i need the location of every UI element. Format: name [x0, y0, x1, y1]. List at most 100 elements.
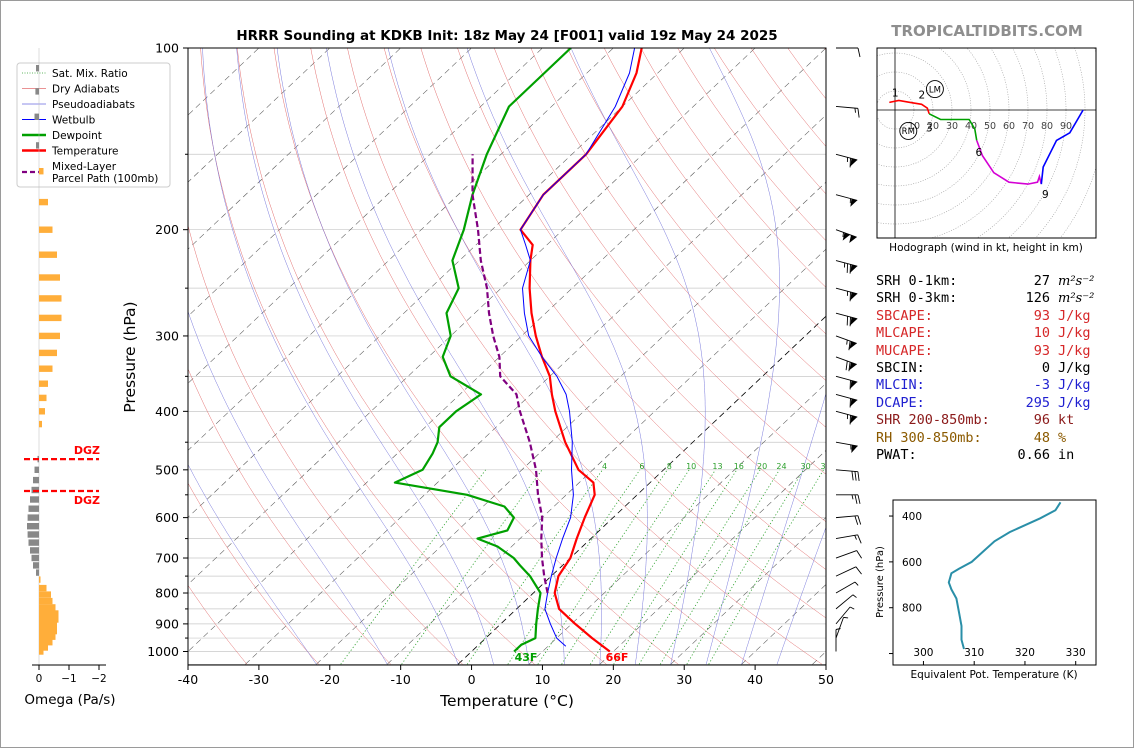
param-unit: J/kg [1058, 307, 1091, 324]
hodo-segment [928, 113, 978, 141]
barb-flag [850, 158, 858, 167]
param-row: SRH 0-3km: 126 m²s⁻² [876, 290, 1094, 307]
wind-barb [835, 441, 858, 454]
legend-label-0: Sat. Mix. Ratio [52, 68, 128, 80]
barb-staff [835, 260, 858, 267]
barb-full [857, 515, 862, 525]
y-tick-label: 100 [155, 41, 179, 56]
wind-barb [835, 594, 857, 610]
omega-bar [39, 295, 62, 302]
dry-adiabat [420, 48, 826, 570]
dry-adiabat [188, 584, 248, 665]
barb-flag [851, 444, 858, 454]
param-value: 0.66 [1017, 446, 1050, 463]
mixing-ratio-line [589, 469, 716, 665]
param-row: SBCAPE: 93 J/kg [876, 308, 1094, 325]
pseudoadiabat [705, 48, 780, 665]
dry-adiabat [310, 48, 751, 665]
x-tick-label: -20 [320, 672, 340, 687]
param-value: 27 [1033, 273, 1050, 289]
wind-barb [835, 616, 849, 639]
wind-barb [835, 312, 858, 327]
param-row: MUCAPE: 93 J/kg [876, 343, 1094, 360]
barb-flag [849, 235, 857, 244]
hodo-segment [1040, 109, 1084, 185]
barb-full [856, 550, 863, 559]
y-tick-label: 800 [155, 586, 179, 601]
hodo-height-label: 2 [918, 89, 925, 101]
barb-staff [835, 312, 858, 320]
omega-panel: DGZ DGZ 0 −1 −2 Omega (Pa/s) [24, 48, 116, 708]
barb-half [854, 535, 857, 540]
barb-flag [850, 292, 858, 301]
mixing-ratio-line [613, 469, 738, 665]
omega-bar [31, 554, 39, 562]
barb-staff [835, 441, 858, 447]
omega-bar [36, 142, 39, 149]
wind-barb [835, 287, 858, 302]
isotherm [188, 48, 756, 585]
barb-half [835, 628, 841, 630]
hodo-ring-label: 40 [965, 121, 977, 132]
wind-barb [835, 550, 863, 559]
param-unit: J/kg [1058, 342, 1091, 359]
barb-staff [835, 410, 858, 418]
omega-bar [27, 523, 39, 530]
skewt-legend: Sat. Mix. Ratio Dry Adiabats Pseudoadiabat… [16, 62, 171, 188]
barb-full [857, 534, 862, 544]
legend-box [16, 62, 171, 188]
omega-bar [30, 547, 39, 554]
mixing-ratio-line [708, 469, 824, 665]
omega-bar [39, 604, 56, 611]
pseudoadiabat [466, 48, 648, 665]
hodo-height-label: 1 [892, 88, 899, 100]
pseudoadiabat [570, 48, 706, 665]
hodo-ring-label: 70 [1022, 121, 1034, 132]
omega-bar [30, 496, 39, 503]
omega-bar [34, 466, 39, 473]
skewt-xlabel: Temperature (°C) [439, 692, 574, 710]
param-unit: m²s⁻² [1058, 291, 1095, 307]
chart-title: HRRR Sounding at KDKB Init: 18z May 24 [… [236, 28, 777, 44]
legend-label-3: Wetbulb [52, 115, 96, 127]
dgz-label: DGZ [74, 494, 100, 507]
barb-staff [835, 581, 856, 594]
hodo-ring-label: 60 [1003, 121, 1015, 132]
surface-temp-label: 66F [606, 651, 629, 664]
skewt-panel: 4 6 8 10 13 16 20 24 30 36 -40 -30 -20 -10 0 10 20 30 40 5… [16, 41, 834, 710]
barb-full [854, 494, 858, 504]
barb-full [857, 108, 860, 118]
barb-staff [835, 335, 857, 344]
mixing-ratio-label: 10 [686, 462, 696, 471]
pseudoadiabat [188, 310, 388, 665]
barb-staff [835, 566, 857, 577]
param-row: MLCAPE: 10 J/kg [876, 325, 1094, 342]
wind-barb [835, 356, 857, 372]
omega-bar [39, 168, 44, 175]
wind-barb [835, 229, 857, 244]
mixing-ratio-line [340, 469, 487, 665]
param-unit: J/kg [1058, 325, 1091, 342]
omega-bar [39, 616, 59, 623]
mixing-ratio-line [507, 469, 641, 665]
barb-full [854, 515, 859, 525]
barb-staff [835, 287, 858, 295]
omega-bar [39, 314, 62, 322]
omega-bar [39, 420, 42, 428]
hodo-ring-label: 90 [1060, 121, 1072, 132]
x-tick-label: -30 [249, 672, 269, 687]
x-tick-label: 20 [605, 672, 621, 687]
barb-staff [835, 375, 858, 383]
dry-adiabat [493, 48, 826, 475]
surface-dewpoint-label: 43F [515, 651, 538, 664]
barb-staff [835, 393, 858, 401]
hodo-height-label: 6 [975, 147, 982, 159]
skewt-ylabel: Pressure (hPa) [121, 301, 139, 412]
mixing-ratio-line [659, 469, 780, 665]
hodo-height-label: 3 [926, 123, 933, 135]
storm-motion-marker [899, 121, 918, 140]
param-row: DCAPE: 295 J/kg [876, 395, 1094, 412]
omega-bar [39, 633, 56, 640]
param-name: MUCAPE: [876, 342, 933, 359]
y-tick-label: 300 [155, 328, 179, 343]
